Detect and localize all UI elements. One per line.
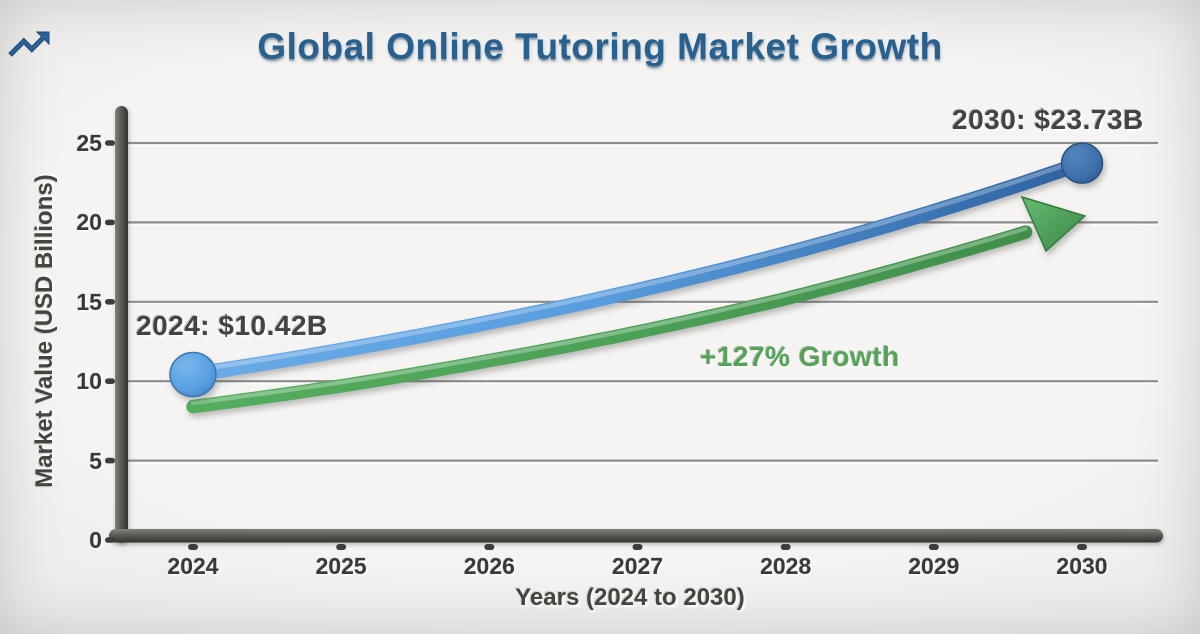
x-tick-mark xyxy=(336,544,347,550)
tick-marks xyxy=(105,140,1088,550)
x-axis-bar xyxy=(109,529,1163,543)
growth-percentage-label: +127% Growth xyxy=(700,341,900,372)
y-tick-label: 10 xyxy=(76,368,102,395)
y-axis-bar xyxy=(115,106,128,543)
y-tick-mark xyxy=(105,537,115,543)
x-tick-mark xyxy=(928,544,939,550)
growth-arrow-series xyxy=(186,195,1087,414)
start-point-marker xyxy=(169,351,217,398)
arrowhead-icon xyxy=(1020,195,1087,253)
end-value-annotation: 2030: $23.73B xyxy=(952,104,1144,135)
start-value-annotation: 2024: $10.42B xyxy=(136,310,328,341)
y-tick-label: 25 xyxy=(76,130,102,156)
x-axis-title: Years (2024 to 2030) xyxy=(515,584,745,611)
y-tick-mark xyxy=(105,219,115,226)
x-tick-mark xyxy=(632,544,643,550)
trending-up-icon xyxy=(8,31,50,57)
x-tick-label: 2029 xyxy=(908,553,960,579)
x-tick-label: 2024 xyxy=(167,553,219,579)
chart-header: Global Online Tutoring Market Growth xyxy=(0,20,1200,74)
x-tick-label: 2027 xyxy=(611,553,664,579)
x-tick-mark xyxy=(1077,544,1088,550)
x-tick-label: 2025 xyxy=(315,553,367,579)
y-tick-mark xyxy=(105,457,115,464)
x-tick-mark xyxy=(188,544,198,550)
market-value-series xyxy=(169,142,1104,398)
y-tick-mark xyxy=(105,299,115,305)
y-tick-mark xyxy=(105,378,115,384)
axes xyxy=(109,106,1163,543)
gridlines xyxy=(120,141,1158,464)
x-tick-label: 2030 xyxy=(1056,553,1108,579)
x-tick-mark xyxy=(484,544,495,550)
x-tick-mark xyxy=(780,544,791,550)
y-tick-mark xyxy=(105,140,115,146)
y-tick-label: 20 xyxy=(76,209,102,236)
y-tick-label: 0 xyxy=(89,527,102,553)
x-tick-label: 2028 xyxy=(760,553,812,579)
y-tick-label: 5 xyxy=(89,447,102,474)
x-tick-label: 2026 xyxy=(463,553,515,579)
end-point-marker xyxy=(1060,142,1104,184)
y-tick-label: 15 xyxy=(76,288,102,315)
page-title: Global Online Tutoring Market Growth xyxy=(257,26,943,67)
